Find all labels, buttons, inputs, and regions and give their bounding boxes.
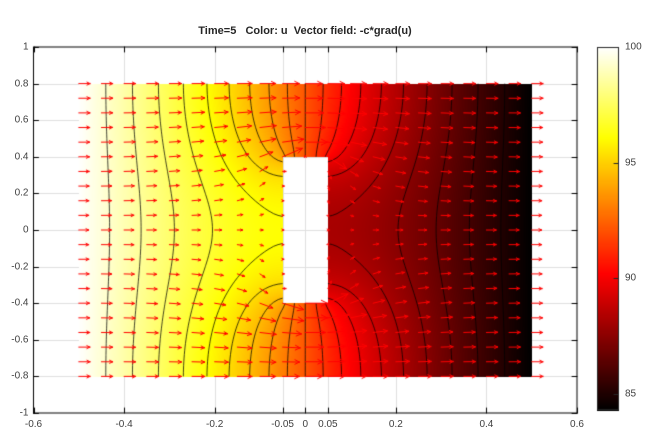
plot-title: Time=5 Color: u Vector field: -c*grad(u) <box>198 25 412 37</box>
